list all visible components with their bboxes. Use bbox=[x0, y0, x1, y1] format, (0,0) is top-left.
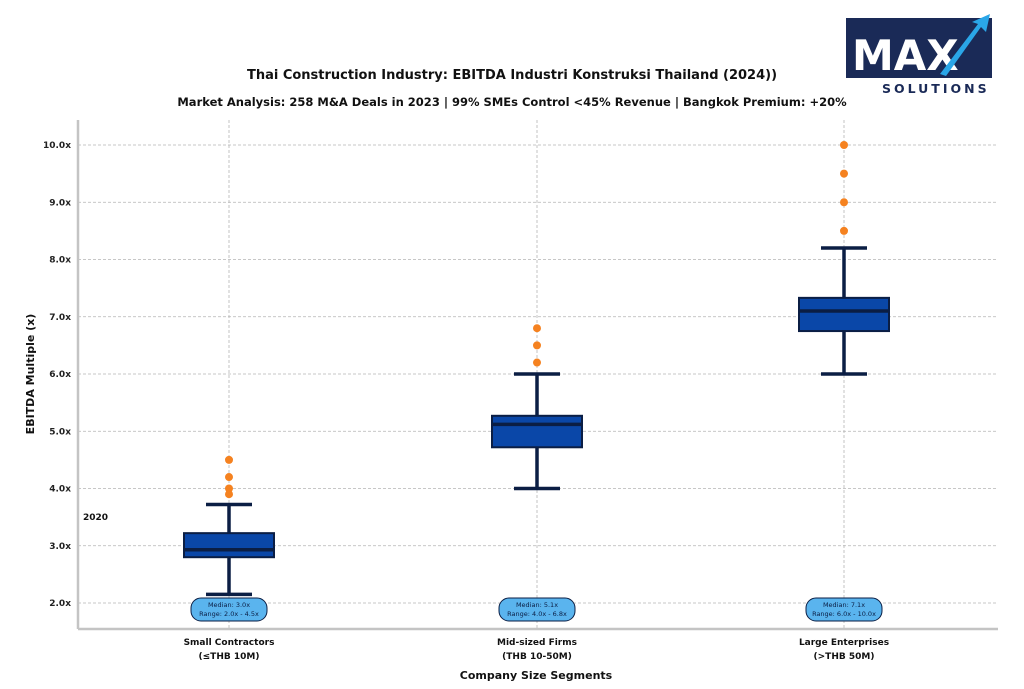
outlier-point bbox=[533, 341, 541, 350]
y-tick-label: 2.0x bbox=[49, 599, 71, 609]
annotation-range: Range: 6.0x - 10.0x bbox=[812, 610, 876, 618]
category-sublabel: (THB 10-50M) bbox=[502, 652, 572, 662]
logo-wordmark: MAX bbox=[852, 31, 959, 80]
annotation-badge bbox=[190, 597, 268, 622]
x-axis-title: Company Size Segments bbox=[460, 669, 613, 682]
y-axis-ticks: 2.0x 3.0x 4.0x 5.0x 6.0x 7.0x 8.0x 9.0x 10.0x bbox=[43, 141, 71, 609]
chart-title: Thai Construction Industry: EBITDA Indus… bbox=[247, 68, 777, 83]
outlier-point bbox=[225, 455, 233, 464]
category-sublabel: (≤THB 10M) bbox=[199, 652, 260, 662]
chart-subtitle: Market Analysis: 258 M&A Deals in 2023 |… bbox=[177, 95, 847, 109]
category-label: Small Contractors bbox=[184, 638, 275, 648]
annotation-range: Range: 2.0x - 4.5x bbox=[199, 610, 259, 618]
category-sublabel: (>THB 50M) bbox=[814, 652, 875, 662]
annotation-median: Median: 7.1x bbox=[823, 601, 865, 609]
y-tick-label: 6.0x bbox=[49, 370, 71, 380]
annotation-range: Range: 4.0x - 6.8x bbox=[507, 610, 567, 618]
iqr-box bbox=[183, 532, 275, 559]
y-tick-label: 4.0x bbox=[49, 485, 71, 495]
outlier-point bbox=[840, 141, 848, 149]
iqr-box bbox=[491, 414, 583, 449]
outlier-point bbox=[840, 198, 848, 207]
outlier-point bbox=[840, 169, 848, 178]
y-tick-label: 10.0x bbox=[43, 141, 71, 151]
y-tick-label: 8.0x bbox=[49, 256, 71, 266]
iqr-box bbox=[798, 296, 890, 333]
outlier-point bbox=[840, 226, 848, 235]
category-label: Large Enterprises bbox=[799, 638, 889, 648]
outlier-point bbox=[533, 324, 541, 333]
annotation-median: Median: 3.0x bbox=[208, 601, 250, 609]
max-solutions-logo: MAX SOLUTIONS bbox=[846, 14, 992, 96]
y-tick-label: 3.0x bbox=[49, 542, 71, 552]
category-label: Mid-sized Firms bbox=[497, 638, 577, 648]
annotation-badge bbox=[805, 597, 883, 622]
outlier-point bbox=[225, 484, 233, 493]
y-tick-label: 5.0x bbox=[49, 427, 71, 437]
y-axis-title: EBITDA Multiple (x) bbox=[24, 314, 37, 435]
logo-arrow-icon bbox=[940, 14, 990, 76]
outlier-point bbox=[533, 358, 541, 367]
outlier-point bbox=[225, 490, 233, 499]
annotation-median: Median: 5.1x bbox=[516, 601, 558, 609]
y-tick-label: 7.0x bbox=[49, 313, 71, 323]
y-tick-label: 9.0x bbox=[49, 198, 71, 208]
logo-tagline: SOLUTIONS bbox=[882, 81, 990, 96]
side-note-2020: 2020 bbox=[83, 513, 108, 523]
logo-background bbox=[846, 18, 992, 78]
outlier-point bbox=[225, 473, 233, 482]
annotation-badge bbox=[498, 597, 576, 622]
